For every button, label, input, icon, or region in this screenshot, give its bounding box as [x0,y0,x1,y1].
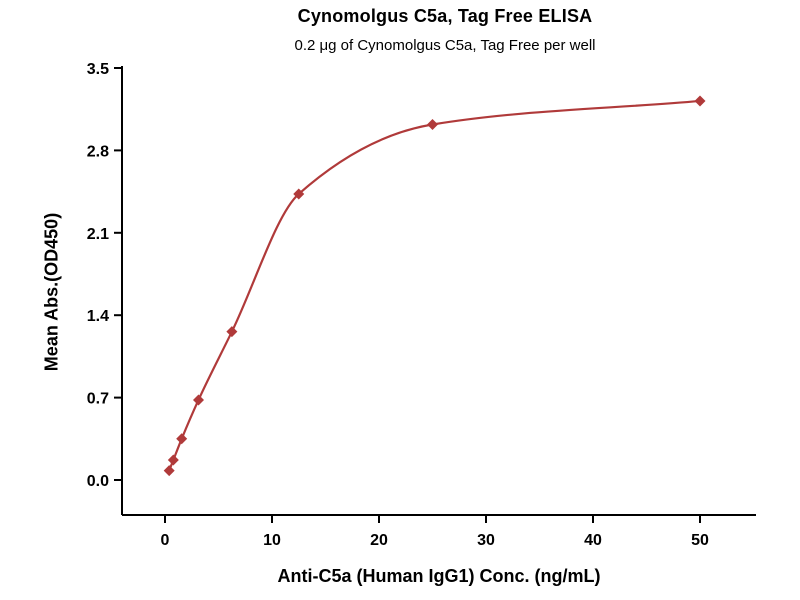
y-tick-label: 1.4 [87,308,109,325]
x-tick-label: 0 [161,532,170,549]
data-point [293,188,305,200]
data-point [163,465,175,477]
y-tick-label: 2.8 [87,143,109,160]
data-point [226,326,238,338]
x-axis-title: Anti-C5a (Human IgG1) Conc. (ng/mL) [277,566,601,586]
x-tick-label: 20 [370,532,388,549]
x-tick-label: 50 [691,532,709,549]
chart-title: Cynomolgus C5a, Tag Free ELISA [297,6,593,26]
x-tick-label: 40 [584,532,602,549]
y-axis-title: Mean Abs.(OD450) [41,212,62,372]
fit-curve [168,99,702,472]
x-tick-label: 30 [477,532,495,549]
data-point [192,394,204,406]
x-tick-label: 10 [263,532,281,549]
y-tick-label: 0.7 [87,391,109,408]
data-point [427,119,438,131]
y-tick-label: 0.0 [87,473,109,490]
data-point [694,95,706,107]
data-point [176,433,188,445]
chart-subtitle: 0.2 μg of Cynomolgus C5a, Tag Free per w… [294,37,596,54]
y-tick-label: 2.1 [87,226,109,243]
y-tick-label: 3.5 [87,61,109,78]
data-point [167,454,179,466]
chart-header: Cynomolgus C5a, Tag Free ELISA 0.2 μg of… [95,6,795,54]
